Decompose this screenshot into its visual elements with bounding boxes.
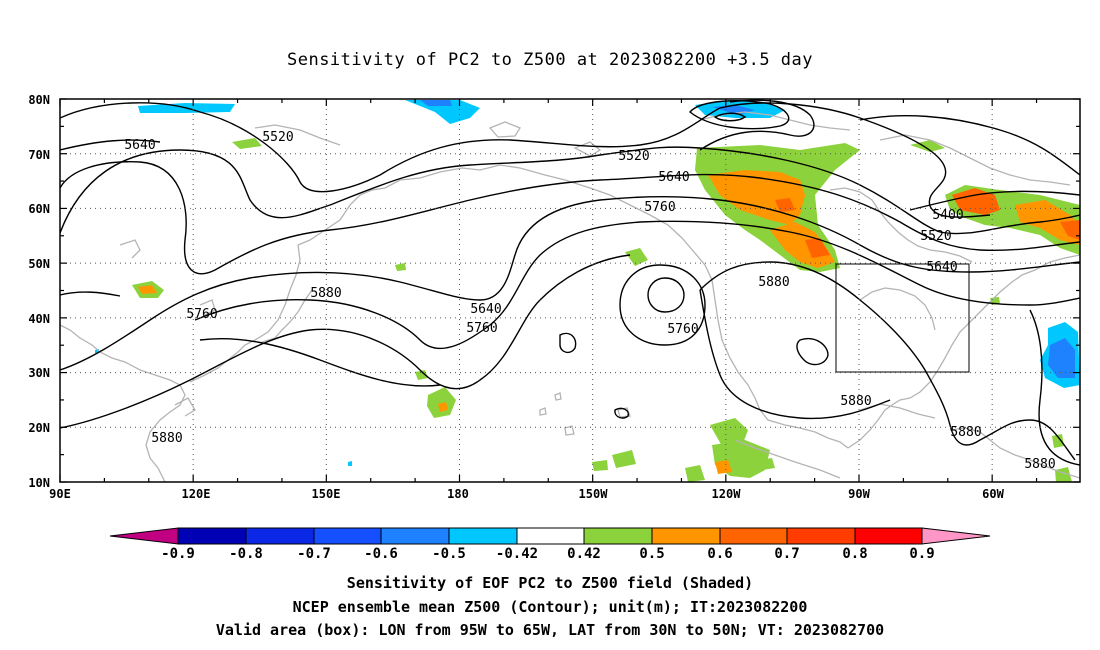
lat-label: 20N: [28, 421, 50, 435]
caption-contour: NCEP ensemble mean Z500 (Contour); unit(…: [292, 598, 808, 616]
colorbar-left-arrow: [109, 527, 179, 545]
colorbar-label: -0.42: [496, 546, 538, 562]
colorbar-segment: [177, 527, 247, 545]
colorbar-labels: -0.9 -0.8 -0.7 -0.6 -0.5 -0.42 0.42 0.5 …: [161, 546, 935, 562]
lon-label: 90W: [848, 487, 870, 501]
map-title: Sensitivity of PC2 to Z500 at 2023082200…: [286, 50, 813, 70]
contour-label: 5400: [932, 208, 963, 223]
colorbar-label: -0.9: [161, 546, 195, 562]
colorbar-segment: [245, 527, 315, 545]
contour-label: 5640: [124, 138, 155, 153]
plot-frame: [59, 98, 1081, 483]
contour-label: 5520: [618, 149, 649, 164]
colorbar-label: 0.7: [774, 546, 799, 562]
axis-ticks: [59, 98, 1080, 483]
colorbar-label: -0.6: [364, 546, 398, 562]
contour-label: 5760: [667, 322, 698, 337]
lat-label: 40N: [28, 312, 50, 326]
contour-label: 5880: [840, 394, 871, 409]
contour-label: 5880: [950, 425, 981, 440]
contour-label: 5880: [151, 431, 182, 446]
colorbar-label: -0.7: [297, 546, 331, 562]
colorbar-label: 0.42: [567, 546, 601, 562]
colorbar: [109, 527, 991, 545]
colorbar-segment: [516, 527, 585, 545]
lat-label: 10N: [28, 476, 50, 490]
lon-label: 120W: [712, 487, 742, 501]
gridlines: [60, 99, 1080, 482]
coastlines: [60, 111, 1080, 482]
contour-label: 5640: [470, 302, 501, 317]
lon-label: 120E: [182, 487, 211, 501]
colorbar-segment: [651, 527, 721, 545]
contour-labels: 5640 5520 5520 5640 5760 5400 5520 5640 …: [124, 130, 1055, 472]
contour-label: 5880: [1024, 457, 1055, 472]
lat-label: 50N: [28, 257, 50, 271]
contour-label: 5760: [644, 200, 675, 215]
contour-label: 5640: [658, 170, 689, 185]
lat-label: 30N: [28, 366, 50, 380]
colorbar-segment: [583, 527, 653, 545]
lat-label: 70N: [28, 148, 50, 162]
latitude-labels: 80N 70N 60N 50N 40N 30N 20N 10N: [28, 93, 50, 490]
lon-label: 150W: [579, 487, 609, 501]
contour-label: 5760: [186, 307, 217, 322]
lon-label: 90E: [49, 487, 71, 501]
colorbar-right-arrow: [921, 527, 991, 545]
colorbar-label: 0.9: [909, 546, 934, 562]
contour-label: 5880: [310, 286, 341, 301]
contour-label: 5640: [926, 260, 957, 275]
colorbar-segment: [719, 527, 788, 545]
contour-label: 5520: [920, 229, 951, 244]
contour-label: 5760: [466, 321, 497, 336]
longitude-labels: 90E 120E 150E 180 150W 120W 90W 60W: [49, 487, 1004, 501]
colorbar-segment: [380, 527, 450, 545]
lat-label: 80N: [28, 93, 50, 107]
z500-contours: [60, 99, 1080, 466]
colorbar-label: 0.5: [639, 546, 664, 562]
colorbar-label: 0.8: [842, 546, 867, 562]
colorbar-segment: [448, 527, 518, 545]
lon-label: 180: [447, 487, 469, 501]
caption-shaded: Sensitivity of EOF PC2 to Z500 field (Sh…: [346, 574, 754, 592]
lon-label: 150E: [312, 487, 341, 501]
colorbar-segment: [854, 527, 923, 545]
contour-label: 5520: [262, 130, 293, 145]
colorbar-label: -0.5: [432, 546, 466, 562]
colorbar-label: 0.6: [707, 546, 732, 562]
lat-label: 60N: [28, 202, 50, 216]
contour-label: 5880: [758, 275, 789, 290]
colorbar-segment: [786, 527, 856, 545]
colorbar-label: -0.8: [229, 546, 263, 562]
colorbar-segment: [313, 527, 382, 545]
caption-valid-area: Valid area (box): LON from 95W to 65W, L…: [215, 621, 885, 639]
lon-label: 60W: [982, 487, 1004, 501]
